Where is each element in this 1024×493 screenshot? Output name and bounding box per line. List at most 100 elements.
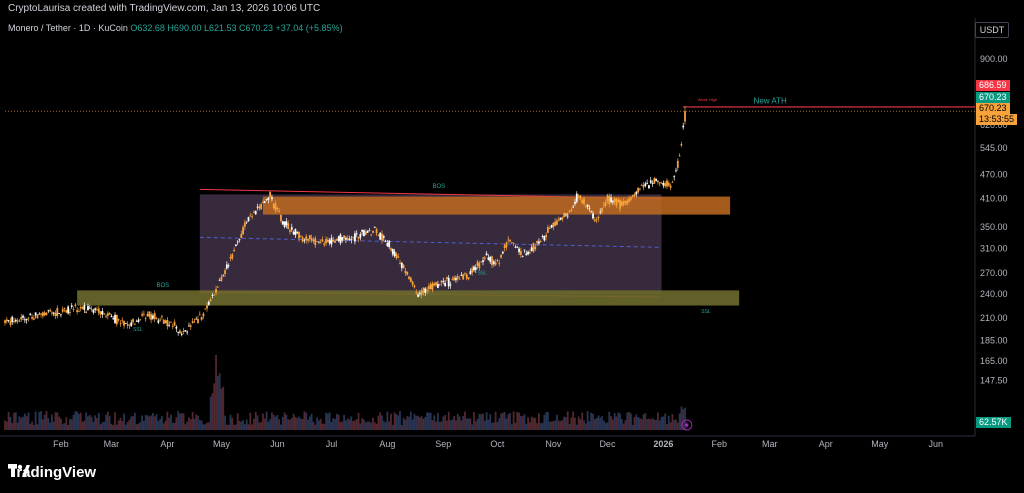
volume-bar [597, 415, 600, 430]
volume-bar [471, 424, 474, 430]
candle-body [557, 219, 560, 221]
volume-bar [538, 413, 540, 430]
candle-body [256, 206, 259, 208]
volume-bar [9, 416, 12, 430]
candle-body [97, 308, 100, 313]
candle-body [22, 315, 24, 318]
volume-bar [357, 412, 360, 430]
volume-bar [667, 415, 670, 430]
symbol-name[interactable]: Monero / Tether · 1D · KuCoin [8, 23, 128, 33]
volume-bar [287, 419, 290, 430]
candle-body [382, 236, 385, 238]
volume-bar [166, 411, 169, 430]
candle-body [11, 316, 14, 323]
candle-body [328, 240, 331, 244]
volume-bar [52, 421, 55, 430]
volume-bar [485, 412, 488, 430]
volume-bar [390, 413, 392, 430]
volume-bar [110, 423, 113, 430]
candle-body [124, 322, 127, 324]
volume-bar [79, 412, 82, 430]
volume-bar [395, 414, 398, 430]
candle-body [5, 319, 8, 322]
candle-body [310, 238, 313, 241]
candle-body [285, 221, 288, 226]
volume-bar [240, 421, 243, 430]
volume-bar [557, 420, 560, 430]
volume-bar [547, 411, 549, 430]
symbol-legend[interactable]: Monero / Tether · 1D · KuCoin O632.68 H6… [8, 23, 343, 33]
candle-body [602, 204, 605, 206]
candle-body [442, 281, 445, 283]
volume-bar [117, 420, 120, 430]
x-tick-label: Jul [326, 439, 338, 449]
candle-body [117, 319, 120, 321]
volume-bar [359, 423, 362, 430]
candle-body [427, 285, 430, 290]
candle-body [509, 240, 511, 242]
candle-body [41, 312, 44, 316]
volume-bar [289, 419, 291, 430]
candle-body [153, 313, 156, 319]
volume-bar [161, 415, 163, 430]
volume-bar [364, 422, 367, 430]
volume-bar [310, 413, 313, 430]
candle-body [90, 308, 93, 310]
candle-body [283, 221, 286, 227]
candle-body [620, 201, 623, 206]
volume-bar [301, 418, 304, 430]
candle-body [660, 182, 663, 184]
currency-button[interactable]: USDT [975, 22, 1009, 38]
volume-bar [106, 411, 109, 430]
candle-body [177, 332, 180, 333]
chart-area[interactable]: 900.00780.00620.00545.00470.00410.00350.… [0, 0, 1024, 460]
y-tick-label: 210.00 [980, 313, 1008, 323]
volume-bar [121, 421, 124, 430]
candle-body [321, 239, 324, 242]
volume-bar [345, 420, 347, 430]
candle-body [316, 241, 318, 243]
volume-bar [507, 414, 510, 430]
volume-bar [363, 419, 365, 430]
candle-body [566, 215, 569, 217]
candle-body [606, 195, 609, 202]
candle-body [188, 325, 190, 327]
volume-bar [70, 419, 73, 430]
volume-bar [494, 411, 497, 430]
candle-body [485, 253, 488, 256]
candle-body [673, 176, 676, 178]
volume-bar [622, 423, 625, 430]
lightning-icon [681, 419, 693, 431]
candle-body [568, 210, 571, 212]
candle-body [162, 319, 165, 324]
candle-body [635, 191, 638, 195]
x-tick-label: Oct [490, 439, 505, 449]
candle-body [81, 307, 84, 309]
volume-bar [510, 424, 513, 430]
candle-body [680, 144, 683, 146]
volume-bar [354, 420, 356, 430]
candle-body [247, 217, 250, 222]
volume-bar [631, 424, 634, 430]
volume-bar [328, 412, 331, 430]
candle-body [480, 261, 483, 263]
volume-bar [283, 412, 286, 430]
volume-bar [464, 411, 466, 430]
candle-body [258, 206, 261, 209]
y-tick-label: 240.00 [980, 289, 1008, 299]
chart-svg[interactable]: 900.00780.00620.00545.00470.00410.00350.… [0, 0, 1024, 460]
volume-bar [307, 419, 309, 430]
volume-bar [317, 420, 320, 430]
candle-body [604, 201, 607, 206]
candle-body [399, 263, 401, 265]
volume-bar [85, 412, 88, 430]
volume-bar [150, 415, 153, 430]
candle-body [317, 241, 320, 243]
tradingview-logo[interactable]: TradingView [8, 464, 96, 481]
volume-bar [601, 416, 603, 430]
candle-body [361, 229, 364, 232]
candle-body [307, 239, 309, 241]
volume-bar [420, 416, 423, 430]
volume-bar [233, 424, 235, 430]
y-tick-label: 185.00 [980, 335, 1008, 345]
